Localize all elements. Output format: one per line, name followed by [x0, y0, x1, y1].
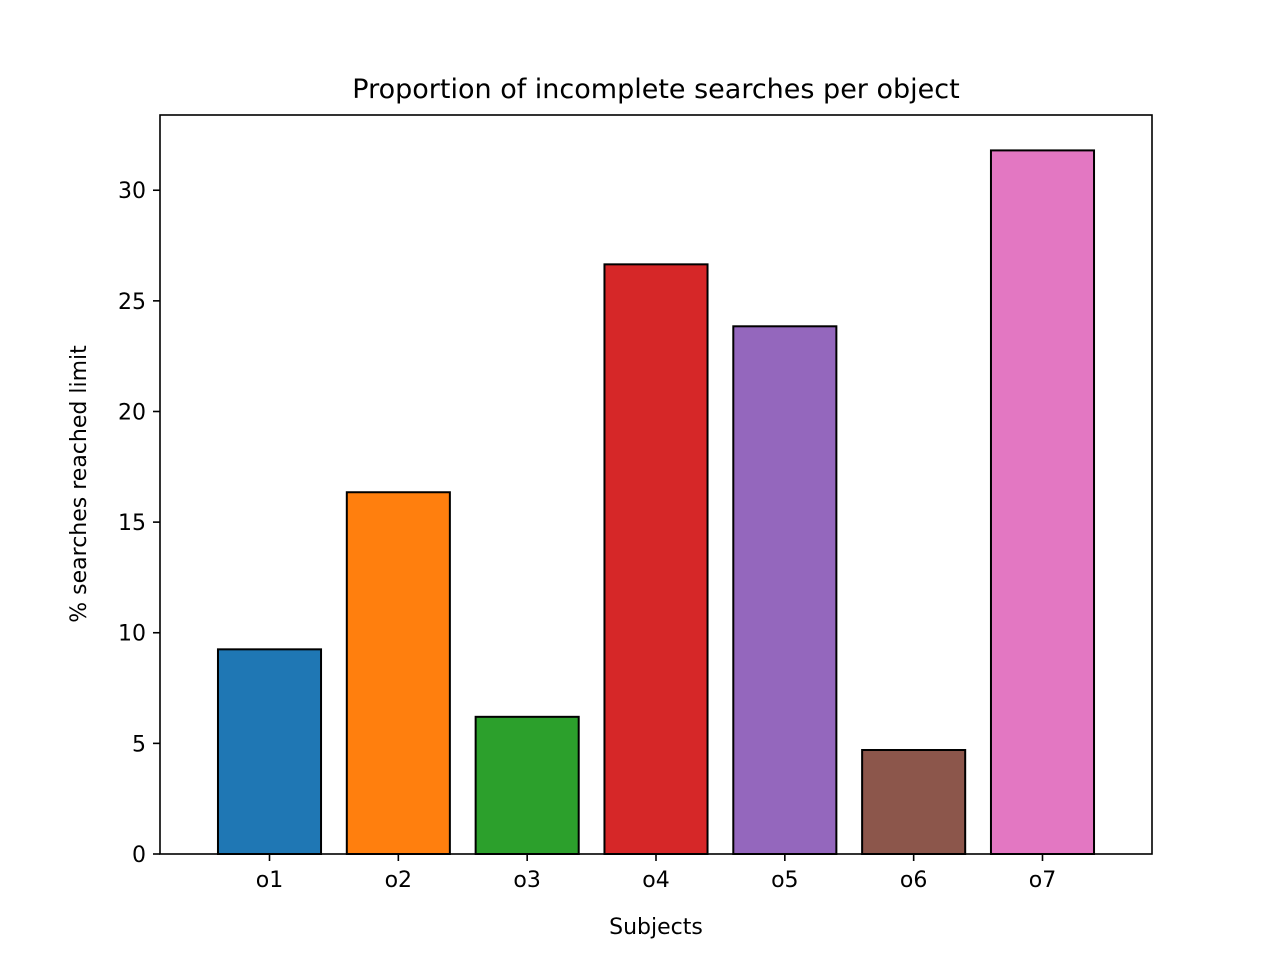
x-axis: o1 o2 o3 o4 o5 o6 o7: [256, 854, 1056, 893]
chart-title: Proportion of incomplete searches per ob…: [352, 74, 959, 105]
bar-o5: [732, 325, 838, 855]
y-tick-label-20: 20: [118, 400, 146, 425]
bar-o4: [603, 263, 709, 855]
bar-o7: [989, 149, 1096, 856]
y-tick-label-30: 30: [118, 179, 146, 204]
x-tick-label-o1: o1: [256, 868, 283, 893]
y-tick-label-5: 5: [132, 732, 146, 757]
y-tick-label-15: 15: [118, 511, 146, 536]
x-tick-label-o4: o4: [642, 868, 669, 893]
plot-area: [216, 149, 1096, 856]
y-axis-label: % searches reached limit: [67, 345, 92, 623]
bar-o6: [861, 749, 967, 855]
bar-o1: [216, 648, 323, 856]
x-tick-label-o7: o7: [1029, 868, 1056, 893]
plot-frame: [159, 114, 1153, 855]
y-tick-label-25: 25: [118, 290, 146, 315]
y-axis: 0 5 10 15 20 25 30: [118, 179, 160, 868]
y-tick-label-10: 10: [118, 622, 146, 647]
x-tick-label-o2: o2: [385, 868, 412, 893]
bar-o2: [345, 491, 451, 855]
bar-o3: [474, 715, 580, 856]
x-axis-label: Subjects: [609, 915, 703, 940]
x-tick-label-o6: o6: [900, 868, 927, 893]
y-tick-label-0: 0: [132, 843, 146, 868]
x-tick-label-o5: o5: [771, 868, 798, 893]
x-tick-label-o3: o3: [513, 868, 540, 893]
